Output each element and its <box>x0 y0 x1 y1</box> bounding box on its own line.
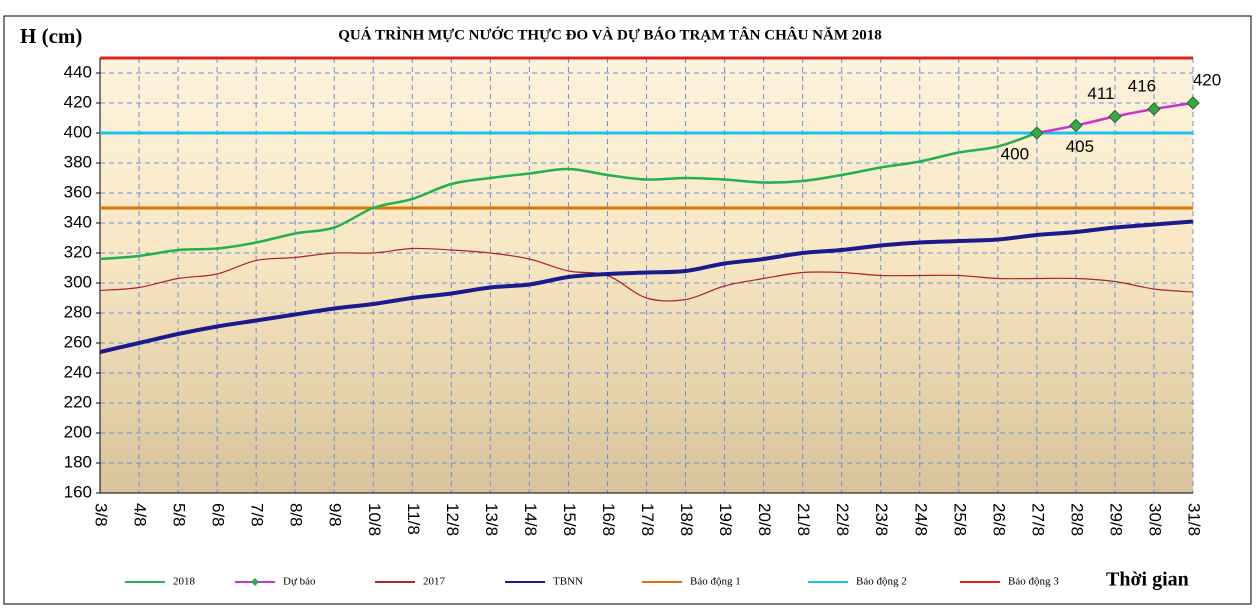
x-tick-label: 22/8 <box>833 503 852 536</box>
legend-label: Dự báo <box>283 576 316 588</box>
legend-label: Báo động 2 <box>856 576 907 588</box>
marker <box>1030 126 1044 140</box>
y-tick-label: 280 <box>64 302 92 321</box>
data-label: 405 <box>1066 137 1094 156</box>
series-line <box>99 219 1194 354</box>
x-tick-label: 19/8 <box>716 503 735 536</box>
series-line <box>99 247 1194 302</box>
y-tick-label: 340 <box>64 212 92 231</box>
y-tick-label: 160 <box>64 482 92 501</box>
x-tick-label: 10/8 <box>365 503 384 536</box>
chart-title: QUÁ TRÌNH MỰC NƯỚC THỰC ĐO VÀ DỰ BÁO TRẠ… <box>338 26 881 43</box>
x-tick-label: 27/8 <box>1028 503 1047 536</box>
y-tick-label: 200 <box>64 422 92 441</box>
x-tick-label: 26/8 <box>989 503 1008 536</box>
x-tick-label: 5/8 <box>170 503 189 527</box>
x-tick-label: 7/8 <box>248 503 267 527</box>
y-tick-label: 320 <box>64 242 92 261</box>
x-tick-label: 9/8 <box>326 503 345 527</box>
legend-marker <box>251 578 259 586</box>
x-tick-label: 16/8 <box>599 503 618 536</box>
x-tick-label: 29/8 <box>1106 503 1125 536</box>
y-tick-label: 400 <box>64 122 92 141</box>
x-tick-label: 28/8 <box>1067 503 1086 536</box>
data-label: 400 <box>1001 144 1029 163</box>
y-tick-label: 360 <box>64 182 92 201</box>
y-tick-label: 380 <box>64 152 92 171</box>
data-label: 411 <box>1087 84 1114 103</box>
x-tick-label: 8/8 <box>287 503 306 527</box>
legend-label: 2018 <box>173 576 196 588</box>
y-tick-label: 260 <box>64 332 92 351</box>
legend-label: Báo động 1 <box>690 576 741 588</box>
x-tick-label: 13/8 <box>482 503 501 536</box>
x-axis-title: Thời gian <box>1106 569 1189 591</box>
x-tick-label: 12/8 <box>443 503 462 536</box>
data-label: 416 <box>1128 76 1156 95</box>
legend-label: Báo động 3 <box>1008 576 1059 588</box>
series-line <box>99 131 1038 261</box>
x-tick-label: 31/8 <box>1185 503 1204 536</box>
x-tick-label: 14/8 <box>521 503 540 536</box>
y-tick-label: 240 <box>64 362 92 381</box>
x-tick-label: 23/8 <box>872 503 891 536</box>
y-tick-label: 440 <box>64 62 92 81</box>
x-tick-label: 30/8 <box>1145 503 1164 536</box>
y-axis-title: H (cm) <box>20 24 82 48</box>
marker <box>1147 102 1161 116</box>
legend-label: TBNN <box>553 576 583 588</box>
x-tick-label: 6/8 <box>209 503 228 527</box>
y-tick-label: 300 <box>64 272 92 291</box>
x-tick-label: 21/8 <box>794 503 813 536</box>
x-tick-label: 15/8 <box>560 503 579 536</box>
x-tick-label: 11/8 <box>404 503 423 535</box>
x-tick-label: 24/8 <box>911 503 930 536</box>
legend-label: 2017 <box>423 576 446 588</box>
marker <box>1186 96 1200 110</box>
marker <box>1108 109 1122 124</box>
x-tick-label: 18/8 <box>677 503 696 536</box>
x-tick-label: 17/8 <box>638 503 657 536</box>
x-tick-label: 25/8 <box>950 503 969 536</box>
y-tick-label: 420 <box>64 92 92 111</box>
x-tick-label: 3/8 <box>92 503 111 527</box>
x-tick-label: 4/8 <box>131 503 150 527</box>
data-label: 420 <box>1193 70 1221 89</box>
x-tick-label: 20/8 <box>755 503 774 536</box>
y-tick-label: 180 <box>64 452 92 471</box>
marker <box>1069 118 1083 133</box>
y-tick-label: 220 <box>64 392 92 411</box>
